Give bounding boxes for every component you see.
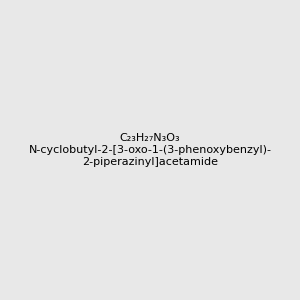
Text: C₂₃H₂₇N₃O₃
N-cyclobutyl-2-[3-oxo-1-(3-phenoxybenzyl)-
2-piperazinyl]acetamide: C₂₃H₂₇N₃O₃ N-cyclobutyl-2-[3-oxo-1-(3-ph… <box>28 134 272 166</box>
